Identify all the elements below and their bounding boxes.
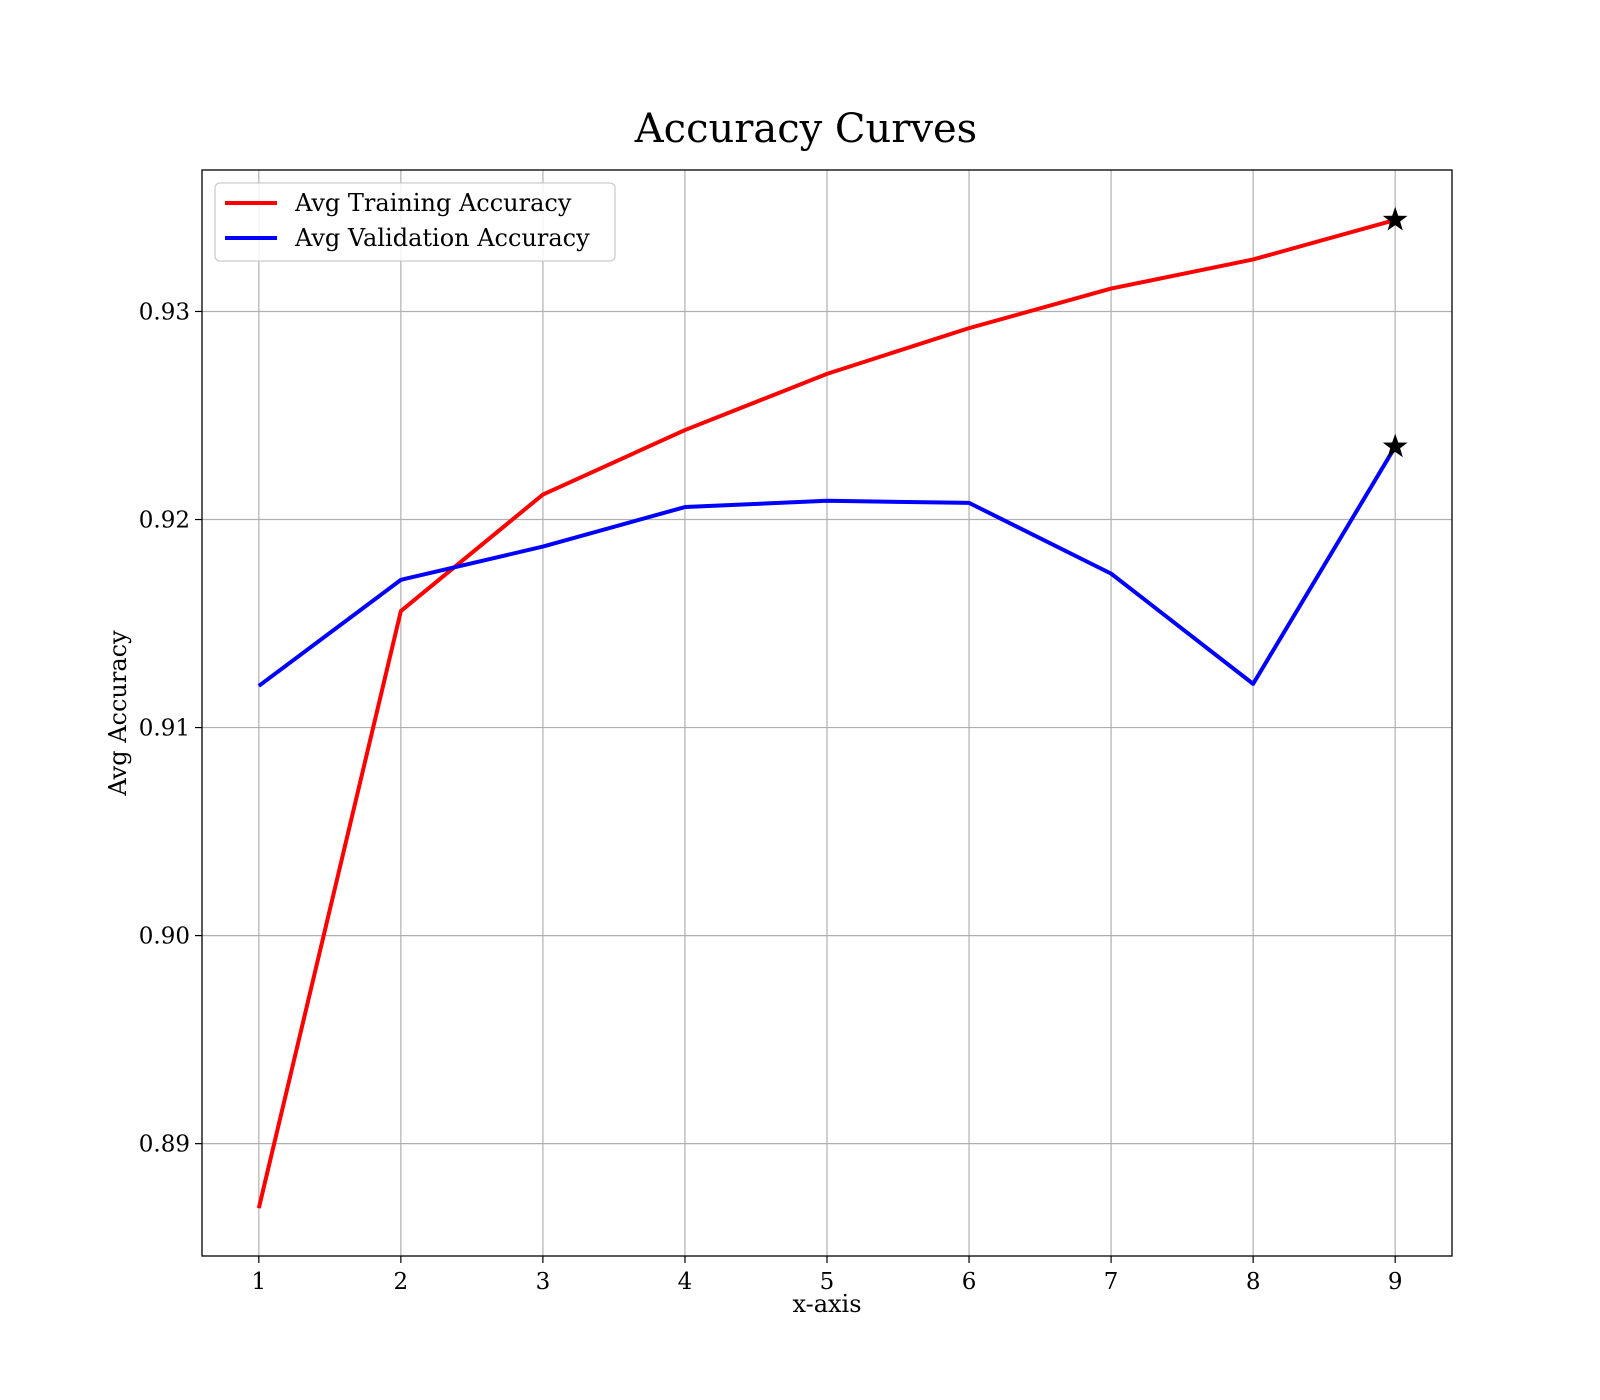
x-tick-label: 8 bbox=[1246, 1269, 1261, 1295]
y-tick-label: 0.91 bbox=[139, 716, 190, 742]
legend-box bbox=[214, 182, 616, 262]
chart-title: Accuracy Curves bbox=[634, 106, 977, 152]
best-markers bbox=[1382, 206, 1408, 458]
y-tick-label: 0.89 bbox=[139, 1132, 190, 1158]
y-axis-label: Avg Accuracy bbox=[104, 630, 132, 797]
best-accuracy-star-marker bbox=[1382, 433, 1408, 458]
y-tick-label: 0.90 bbox=[139, 924, 190, 950]
x-tick-label: 6 bbox=[962, 1269, 977, 1295]
legend-label: Avg Training Accuracy bbox=[294, 189, 572, 217]
x-tick-label: 1 bbox=[251, 1269, 266, 1295]
best-accuracy-star-marker bbox=[1382, 206, 1408, 231]
grid-lines bbox=[202, 170, 1452, 1256]
legend-label: Avg Validation Accuracy bbox=[294, 224, 590, 252]
y-tick-label: 0.92 bbox=[139, 508, 190, 534]
y-tick-label: 0.93 bbox=[139, 299, 190, 325]
x-tick-label: 9 bbox=[1388, 1269, 1403, 1295]
x-tick-label: 5 bbox=[820, 1269, 835, 1295]
legend: Avg Training Accuracy Avg Validation Accu… bbox=[214, 182, 616, 262]
plot-series bbox=[256, 218, 1397, 1209]
x-tick-label: 7 bbox=[1104, 1269, 1119, 1295]
x-tick-label: 3 bbox=[536, 1269, 551, 1295]
x-axis-label: x-axis bbox=[792, 1290, 861, 1318]
x-tick-label: 2 bbox=[394, 1269, 409, 1295]
x-tick-label: 4 bbox=[678, 1269, 693, 1295]
axis-ticks: 1 2 3 4 5 6 7 8 9 0.89 0.90 0.91 0.92 0.93 bbox=[139, 299, 1403, 1295]
